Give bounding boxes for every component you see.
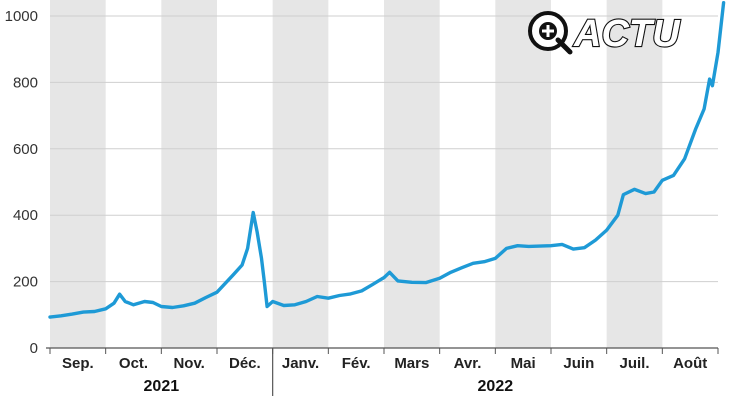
month-label: Juil.: [619, 355, 649, 372]
logo-text: ACTU: [573, 13, 681, 55]
month-band: [384, 0, 440, 348]
month-label: Fév.: [342, 355, 371, 372]
x-axis: [46, 347, 719, 396]
y-axis-tick-labels: 0 200 400 600 800 1000: [5, 8, 38, 357]
x-axis-month-labels: Sep. Oct. Nov. Déc. Janv. Fév. Mars Avr. Mai Juin…: [62, 355, 707, 372]
month-band: [495, 0, 551, 348]
month-band: [161, 0, 217, 348]
month-label: Janv.: [282, 355, 319, 372]
month-label: Sep.: [62, 355, 94, 372]
y-tick-label: 800: [13, 74, 38, 91]
x-axis-year-labels: 2021 2022: [144, 378, 514, 395]
month-label: Oct.: [119, 355, 148, 372]
year-label: 2021: [144, 378, 180, 395]
y-tick-label: 400: [13, 207, 38, 224]
series-line: [48, 1, 726, 319]
month-label: Juin: [563, 355, 594, 372]
month-label: Avr.: [454, 355, 482, 372]
y-tick-label: 1000: [5, 8, 38, 25]
month-label: Août: [673, 355, 707, 372]
month-label: Mai: [511, 355, 536, 372]
y-tick-label: 200: [13, 274, 38, 291]
y-tick-label: 0: [30, 340, 38, 357]
year-label: 2022: [478, 378, 514, 395]
gridlines: [50, 15, 718, 283]
month-band: [272, 0, 329, 348]
month-label: Mars: [394, 355, 429, 372]
brand-logo: ACTU: [528, 11, 682, 56]
month-label: Nov.: [173, 355, 204, 372]
series-line-layer: [48, 1, 726, 319]
month-label: Déc.: [229, 355, 261, 372]
month-band: [606, 0, 663, 348]
month-band: [50, 0, 106, 348]
month-bands: [50, 0, 663, 348]
plus-circle-icon: [528, 11, 573, 55]
y-tick-label: 600: [13, 141, 38, 158]
